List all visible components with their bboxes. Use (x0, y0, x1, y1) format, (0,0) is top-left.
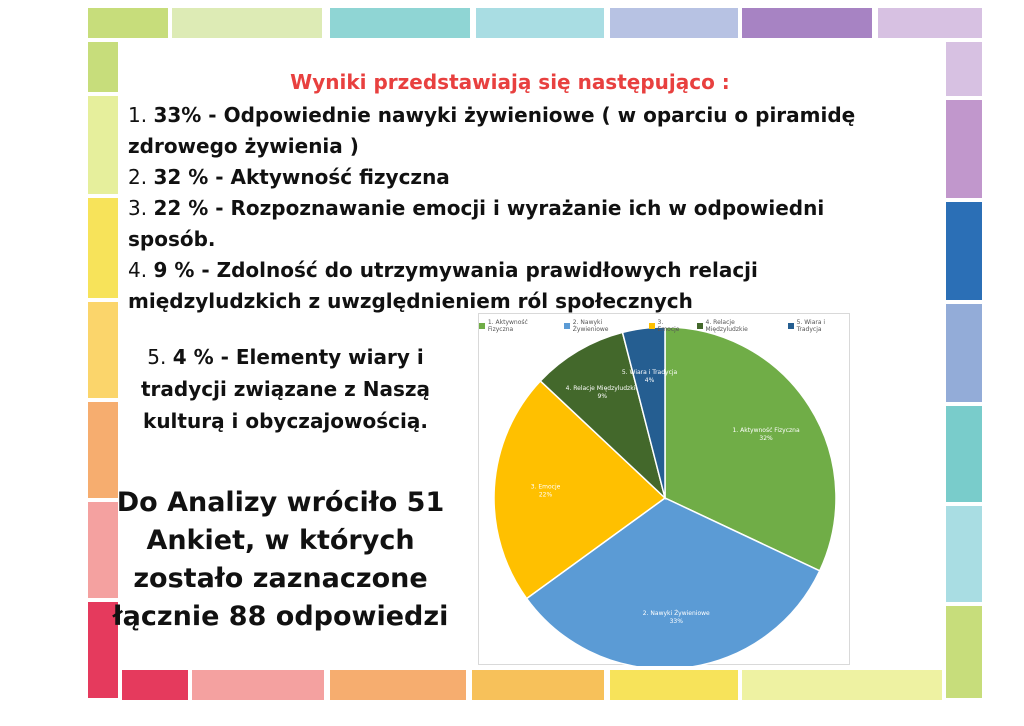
slice-pct-4: 9% (598, 393, 608, 400)
slice-label-5: 5. Wiara i Tradycja (622, 369, 678, 376)
pie-chart: 1. Aktywność Fizyczna 2. Nawyki Żywieniow… (478, 313, 851, 670)
slice-label-1: 1. Aktywność Fizyczna (732, 427, 799, 434)
legend-swatch (479, 323, 485, 329)
slice-label-4: 4. Relacje Międzyludzkie (566, 385, 640, 392)
legend-entry-4: 4. Relacje Międzyludzkie (696, 319, 778, 333)
pie-slice-4 (539, 331, 667, 501)
chart-legend: 1. Aktywność Fizyczna 2. Nawyki Żywieniow… (479, 319, 851, 333)
results-list: 1. 33% - Odpowiednie nawyki żywieniowe (… (128, 100, 888, 317)
legend-label: 2. Nawyki Żywieniowe (572, 319, 609, 333)
legend-swatch (648, 323, 655, 329)
legend-entry-2: 2. Nawyki Żywieniowe (563, 319, 639, 333)
slice-label-3: 3. Emocje (531, 483, 561, 490)
pie-slice-5 (621, 326, 666, 499)
legend-label: 5. Wiara i Tradycja (796, 319, 826, 333)
pie-slice-1 (664, 326, 837, 572)
legend-entry-5: 5. Wiara i Tradycja (787, 319, 851, 333)
slice-pct-2: 33% (670, 618, 684, 625)
pie-slice-3 (493, 379, 667, 600)
list-item: 1. 33% - Odpowiednie nawyki żywieniowe (… (128, 103, 856, 158)
slice-label-2: 2. Nawyki Żywieniowe (643, 610, 710, 617)
legend-label: 3. Emocje (657, 319, 680, 333)
list-item-5: 5. 4 % - Elementy wiary i tradycji związ… (140, 345, 431, 433)
legend-entry-1: 1. Aktywność Fizyczna (479, 319, 554, 333)
legend-label: 4. Relacje Międzyludzkie (705, 319, 748, 333)
survey-summary: Do Analizy wróciło 51 Ankiet, w których … (112, 487, 449, 632)
list-item: 2. 32 % - Aktywność fizyczna (128, 165, 450, 189)
slice-pct-3: 22% (539, 491, 553, 498)
legend-label: 1. Aktywność Fizyczna (487, 319, 528, 333)
slice-pct-1: 32% (759, 435, 773, 442)
list-item: 4. 9 % - Zdolność do utrzymywania prawid… (128, 258, 758, 313)
legend-swatch (563, 323, 570, 329)
slice-pct-5: 4% (645, 377, 655, 384)
legend-entry-3: 3. Emocje (648, 319, 687, 333)
results-heading: Wyniki przedstawiają się następująco : (290, 70, 730, 94)
legend-swatch (696, 323, 703, 329)
legend-swatch (787, 323, 794, 329)
list-item: 3. 22 % - Rozpoznawanie emocji i wyrażan… (128, 196, 825, 251)
